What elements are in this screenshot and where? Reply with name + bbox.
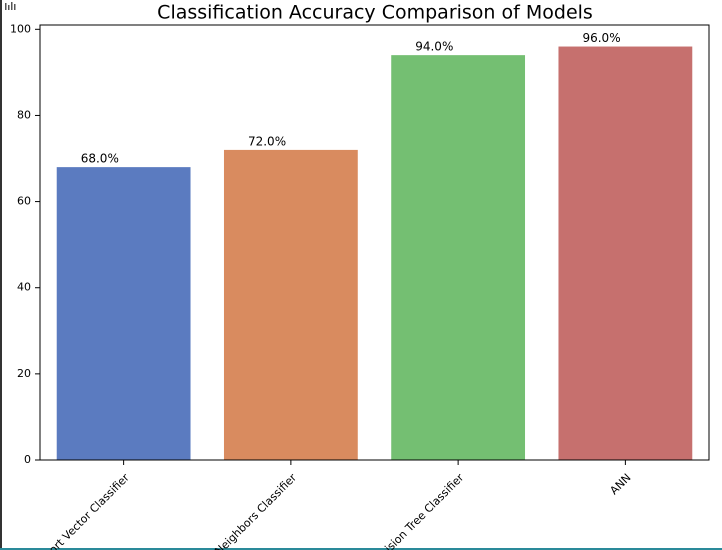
y-tick-label: 60 (17, 195, 31, 208)
y-tick-label: 80 (17, 108, 31, 121)
bar (558, 46, 693, 460)
y-tick-label: 20 (17, 367, 31, 380)
y-tick-label: 40 (17, 281, 31, 294)
bar (223, 149, 358, 460)
y-tick-label: 0 (24, 453, 31, 466)
value-label: 94.0% (415, 40, 453, 54)
value-label: 72.0% (248, 134, 286, 148)
y-tick-label: 100 (10, 22, 31, 35)
value-label: 68.0% (81, 152, 119, 166)
chart-title: Classification Accuracy Comparison of Mo… (157, 2, 593, 24)
plot-frame (39, 24, 710, 461)
value-label: 96.0% (582, 31, 620, 45)
bar (56, 167, 191, 460)
icon (5, 2, 16, 10)
bar (391, 55, 526, 461)
